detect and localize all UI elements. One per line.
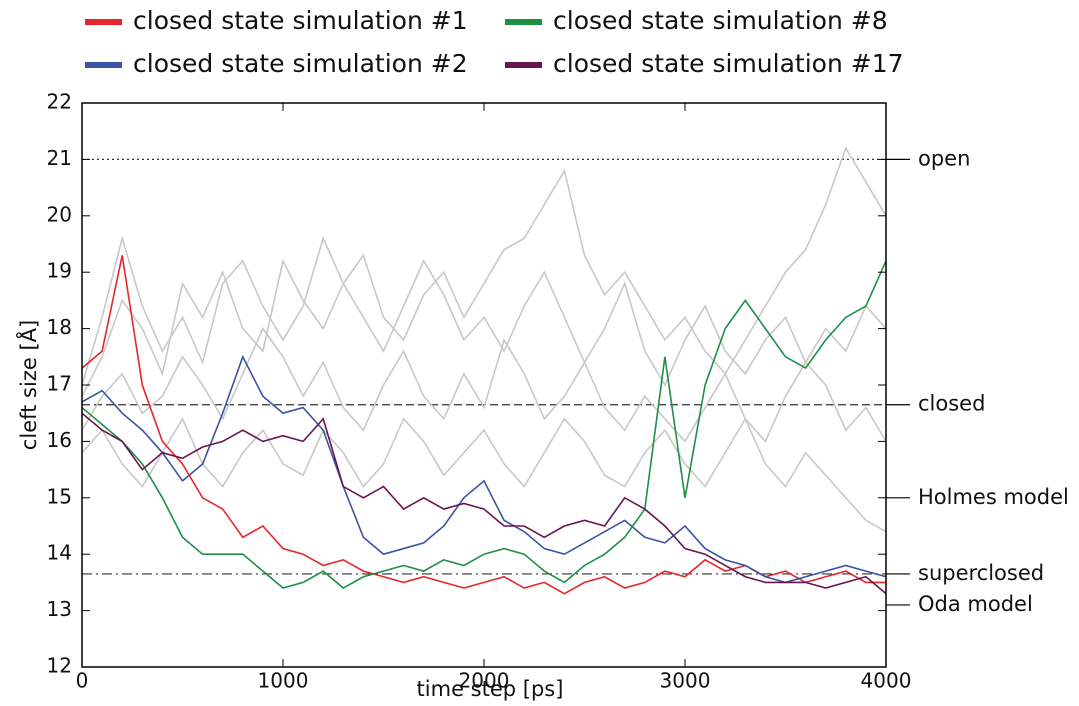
legend-label: closed state simulation #17 — [553, 49, 904, 78]
reference-label: closed — [918, 392, 985, 416]
y-tick-label: 19 — [47, 259, 72, 283]
series-line — [82, 354, 886, 584]
y-tick-label: 17 — [47, 372, 72, 396]
y-tick-label: 15 — [47, 484, 72, 508]
y-tick-label: 16 — [47, 428, 72, 452]
y-tick-label: 22 — [47, 90, 72, 114]
series-line — [82, 146, 886, 397]
x-tick-label: 3000 — [660, 669, 711, 693]
legend-label: closed state simulation #2 — [133, 49, 468, 78]
legend-label: closed state simulation #8 — [553, 6, 888, 35]
series-line — [82, 260, 886, 590]
x-tick-label: 4000 — [861, 669, 912, 693]
y-tick-label: 21 — [47, 146, 72, 170]
x-tick-label: 2000 — [459, 669, 510, 693]
y-tick-label: 18 — [47, 315, 72, 339]
series-line — [82, 417, 886, 533]
series-line — [82, 412, 886, 595]
legend-label: closed state simulation #1 — [133, 6, 468, 35]
reference-label: open — [918, 146, 970, 170]
x-axis-label: time step [ps] — [417, 677, 564, 701]
x-tick-label: 1000 — [258, 669, 309, 693]
x-tick-label: 0 — [76, 669, 89, 693]
reference-label: Oda model — [918, 592, 1033, 616]
series-line — [82, 235, 886, 387]
y-tick-label: 14 — [47, 541, 72, 565]
series-line — [82, 326, 886, 443]
reference-label: Holmes model — [918, 485, 1069, 509]
y-tick-label: 12 — [47, 654, 72, 678]
reference-label: superclosed — [918, 561, 1044, 585]
y-tick-label: 20 — [47, 202, 72, 226]
y-axis-label: cleft size [Å] — [15, 320, 41, 450]
y-tick-label: 13 — [47, 597, 72, 621]
